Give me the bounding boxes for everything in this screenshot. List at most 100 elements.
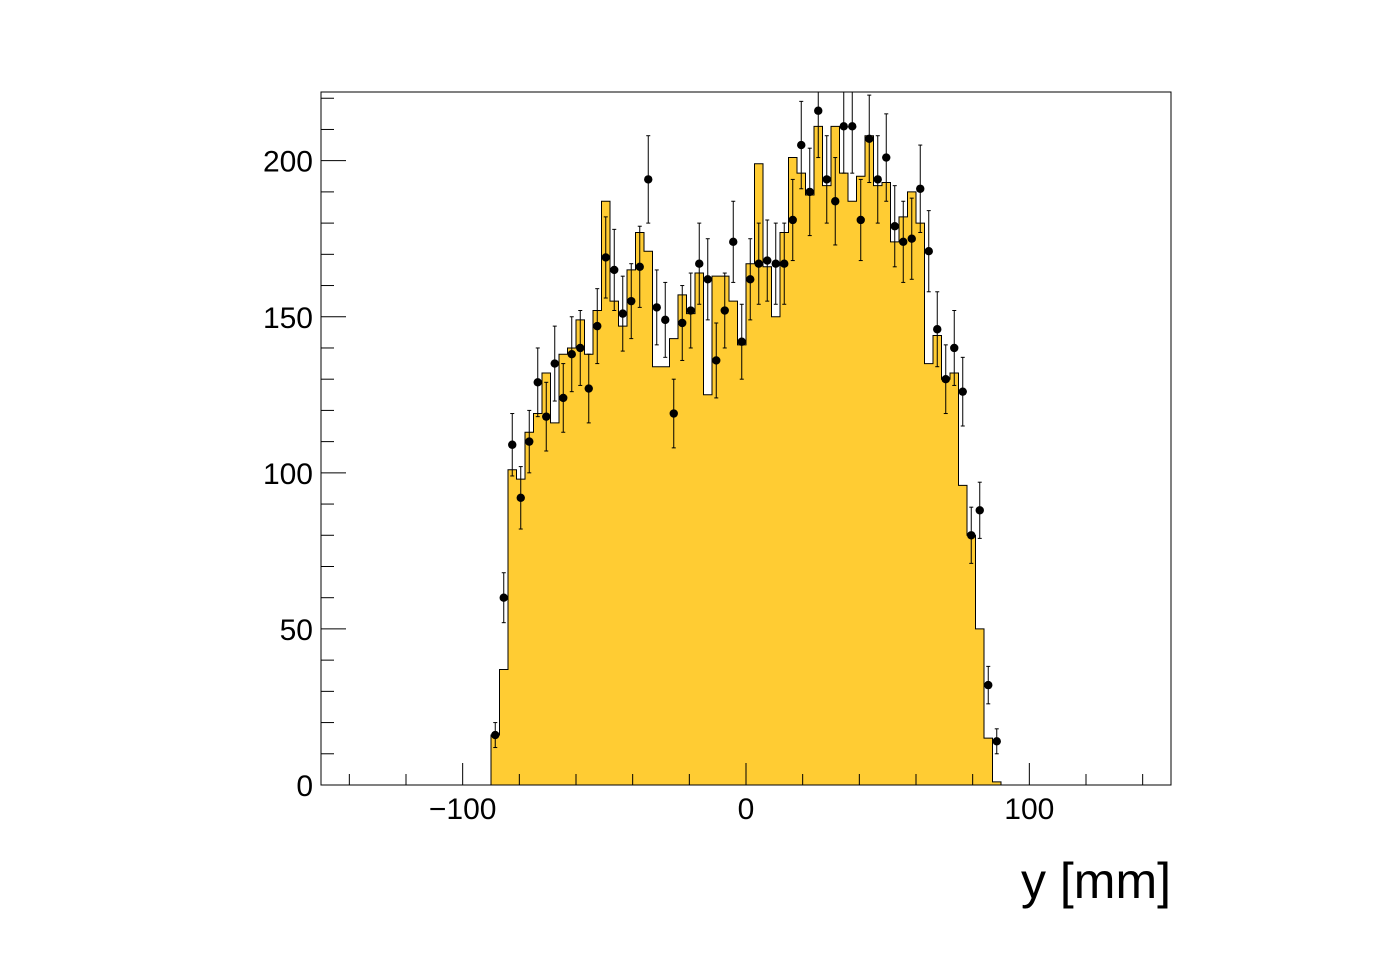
data-marker bbox=[720, 306, 729, 315]
data-point bbox=[975, 481, 984, 539]
data-marker bbox=[822, 175, 831, 184]
data-point bbox=[635, 225, 644, 308]
data-marker bbox=[967, 531, 976, 540]
histogram-bar bbox=[916, 223, 925, 786]
histogram-bar bbox=[542, 372, 551, 785]
data-marker bbox=[550, 359, 559, 368]
data-point bbox=[882, 113, 891, 202]
data-marker bbox=[856, 215, 865, 225]
y-tick-label: 50 bbox=[280, 614, 313, 647]
data-marker bbox=[618, 309, 627, 318]
data-marker bbox=[584, 384, 593, 393]
histogram-bar bbox=[695, 273, 704, 785]
data-point bbox=[576, 310, 585, 386]
histogram-bar bbox=[967, 535, 976, 785]
histogram-bar bbox=[567, 347, 576, 785]
histogram-bar bbox=[984, 738, 993, 785]
histogram-bar bbox=[678, 294, 687, 785]
data-point bbox=[950, 310, 959, 386]
histogram-bar bbox=[763, 266, 772, 786]
data-point bbox=[686, 272, 695, 349]
data-point bbox=[703, 238, 712, 321]
data-marker bbox=[873, 175, 882, 184]
data-marker bbox=[992, 737, 1001, 746]
histogram-bar bbox=[533, 413, 542, 785]
data-point bbox=[899, 200, 908, 283]
histogram-bar bbox=[627, 269, 636, 785]
data-point bbox=[746, 238, 755, 321]
data-point bbox=[933, 291, 942, 368]
histogram-bar bbox=[771, 316, 780, 785]
histogram-bar bbox=[652, 366, 661, 785]
data-point bbox=[533, 347, 542, 418]
data-marker bbox=[924, 247, 933, 256]
data-point bbox=[967, 506, 976, 564]
data-marker bbox=[780, 259, 789, 268]
data-point bbox=[593, 288, 602, 365]
data-marker bbox=[848, 122, 857, 131]
data-point bbox=[618, 275, 627, 352]
histogram-bar bbox=[899, 216, 908, 785]
data-marker bbox=[508, 440, 517, 449]
histogram-bar bbox=[516, 479, 525, 785]
data-point bbox=[780, 222, 789, 305]
histogram-bar bbox=[907, 191, 916, 785]
data-point bbox=[907, 197, 916, 280]
histogram-bar bbox=[499, 669, 508, 785]
data-point bbox=[729, 200, 738, 283]
data-marker bbox=[652, 303, 661, 312]
data-point bbox=[916, 144, 925, 233]
data-marker bbox=[831, 197, 840, 206]
data-point bbox=[661, 281, 670, 358]
data-point bbox=[567, 316, 576, 393]
histogram-bar bbox=[601, 201, 610, 785]
data-marker bbox=[542, 412, 551, 421]
data-point bbox=[924, 210, 933, 293]
data-marker bbox=[754, 259, 763, 268]
y-tick-label: 0 bbox=[296, 770, 313, 803]
data-marker bbox=[797, 140, 806, 150]
data-point bbox=[516, 466, 525, 530]
histogram-bar bbox=[958, 485, 967, 785]
data-marker bbox=[865, 134, 874, 144]
histogram-bar bbox=[754, 163, 763, 785]
data-marker bbox=[644, 175, 653, 184]
histogram-bar bbox=[669, 338, 678, 785]
data-marker bbox=[933, 325, 942, 334]
data-marker bbox=[525, 437, 534, 446]
histogram-bar bbox=[720, 276, 729, 785]
x-tick-label: −100 bbox=[429, 793, 497, 826]
data-point bbox=[873, 135, 882, 224]
data-point bbox=[865, 94, 874, 184]
histogram-bar bbox=[805, 195, 814, 785]
data-point bbox=[754, 222, 763, 305]
histogram-bar bbox=[576, 319, 585, 785]
histogram-bar bbox=[593, 310, 602, 785]
data-point bbox=[644, 135, 653, 224]
histogram-bar bbox=[992, 781, 1001, 785]
data-marker bbox=[746, 275, 755, 284]
data-point bbox=[856, 178, 865, 262]
x-tick-label: 100 bbox=[1004, 793, 1054, 826]
data-marker bbox=[899, 237, 908, 247]
histogram-bar bbox=[814, 126, 823, 786]
histogram-bar bbox=[822, 185, 831, 785]
data-marker bbox=[882, 153, 891, 162]
data-marker bbox=[610, 265, 619, 275]
histogram-bar bbox=[856, 176, 865, 785]
data-marker bbox=[975, 506, 984, 515]
data-marker bbox=[516, 493, 525, 503]
histogram-bars bbox=[491, 126, 1001, 786]
data-marker bbox=[559, 393, 568, 403]
data-point bbox=[584, 353, 593, 424]
data-point bbox=[848, 92, 857, 174]
data-marker bbox=[695, 259, 704, 268]
histogram-bar bbox=[686, 313, 695, 785]
histogram-bar bbox=[933, 335, 942, 785]
histogram-bar bbox=[508, 469, 517, 785]
data-marker bbox=[839, 122, 848, 131]
histogram-bar bbox=[924, 363, 933, 785]
x-tick-label: 0 bbox=[738, 793, 755, 826]
histogram-bar bbox=[839, 173, 848, 785]
histogram-bar bbox=[975, 628, 984, 785]
